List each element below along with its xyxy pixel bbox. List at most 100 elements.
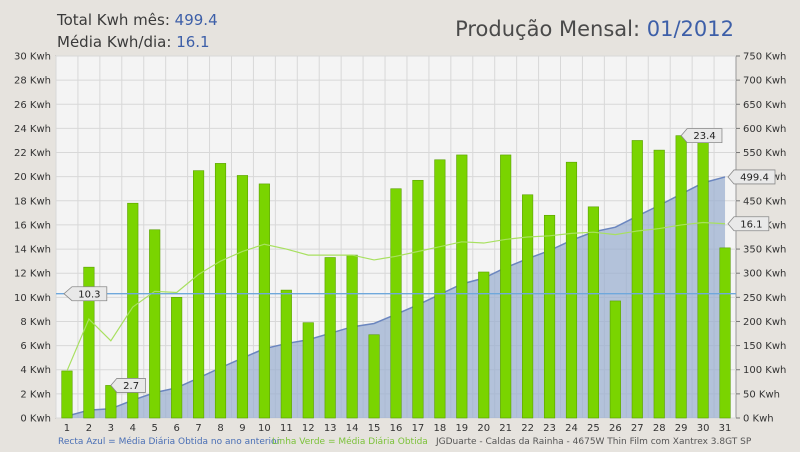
running-average-line — [66, 221, 726, 372]
x-tick-label: 12 — [302, 423, 315, 434]
bar — [171, 297, 183, 419]
y2-tick-label: 750 Kwh — [743, 52, 786, 63]
bar — [653, 149, 665, 419]
y2-tick-label: 550 Kwh — [743, 148, 786, 159]
x-tick-label: 24 — [565, 423, 578, 434]
x-tick-label: 3 — [108, 423, 114, 434]
data-label: 23.4 — [693, 131, 715, 142]
x-tick-label: 15 — [368, 423, 381, 434]
x-tick-label: 28 — [653, 423, 666, 434]
chart-title-label: Produção Mensal: — [455, 17, 641, 41]
y-tick-label: 24 Kwh — [14, 124, 51, 135]
bar — [631, 140, 643, 419]
cumulative-area — [66, 176, 726, 418]
x-tick-label: 22 — [521, 423, 534, 434]
y-tick-label: 12 Kwh — [14, 269, 51, 280]
x-tick-label: 23 — [543, 423, 556, 434]
y2-tick-label: 250 Kwh — [743, 293, 786, 304]
y-tick-label: 14 Kwh — [14, 245, 51, 256]
x-tick-label: 6 — [173, 423, 179, 434]
y2-tick-label: 100 Kwh — [743, 365, 786, 376]
data-label: 16.1 — [740, 219, 762, 230]
y-tick-label: 20 Kwh — [14, 172, 51, 183]
x-tick-label: 5 — [152, 423, 158, 434]
y2-tick-label: 0 Kwh — [743, 414, 774, 425]
y-tick-label: 6 Kwh — [20, 341, 51, 352]
x-tick-label: 19 — [455, 423, 468, 434]
bar — [587, 206, 599, 419]
data-label: 2.7 — [123, 381, 139, 392]
y-tick-label: 8 Kwh — [20, 317, 51, 328]
bar — [83, 266, 95, 419]
x-tick-label: 4 — [130, 423, 136, 434]
y2-tick-label: 650 Kwh — [743, 100, 786, 111]
y2-tick-label: 450 Kwh — [743, 196, 786, 207]
footer-blue-note: Recta Azul = Média Diária Obtida no ano … — [58, 436, 281, 447]
x-tick-label: 25 — [587, 423, 600, 434]
bar — [149, 229, 161, 419]
x-tick-label: 16 — [390, 423, 403, 434]
bar — [368, 334, 380, 419]
monthly-total: Total Kwh mês: 499.4 — [57, 11, 218, 29]
data-label-box — [63, 286, 108, 302]
x-tick-label: 13 — [324, 423, 337, 434]
x-tick-label: 2 — [86, 423, 92, 434]
bar — [412, 179, 424, 419]
bar — [236, 175, 249, 419]
bar — [456, 154, 468, 419]
bar — [302, 322, 314, 419]
y-tick-label: 16 Kwh — [14, 220, 51, 231]
bar — [543, 214, 556, 419]
bar — [565, 161, 578, 419]
footer-green-note: Linha Verde = Média Diária Obtida — [272, 436, 428, 447]
x-tick-label: 31 — [719, 423, 732, 434]
y-tick-label: 26 Kwh — [14, 100, 51, 111]
bar — [609, 300, 621, 419]
x-tick-label: 7 — [195, 423, 201, 434]
bar — [280, 289, 292, 419]
chart-title: Produção Mensal: 01/2012 — [455, 17, 734, 41]
x-tick-label: 8 — [217, 423, 223, 434]
bar — [478, 271, 490, 419]
data-label-box — [110, 378, 146, 393]
daily-average-label: Média Kwh/dia: — [57, 33, 172, 51]
x-tick-label: 30 — [697, 423, 710, 434]
footer-credit: JGDuarte - Caldas da Rainha - 4675W Thin… — [435, 437, 752, 447]
data-label-box — [680, 128, 723, 144]
y-tick-label: 18 Kwh — [14, 196, 51, 207]
y-tick-label: 0 Kwh — [20, 414, 51, 425]
bar — [500, 154, 512, 419]
y-tick-label: 28 Kwh — [14, 76, 51, 87]
x-tick-label: 18 — [434, 423, 447, 434]
monthly-total-value: 499.4 — [174, 11, 218, 29]
bar — [61, 370, 73, 419]
bar — [434, 159, 446, 419]
data-label-box — [727, 216, 770, 232]
x-tick-label: 29 — [675, 423, 688, 434]
bar — [324, 257, 336, 419]
bar — [719, 247, 731, 419]
y2-tick-label: 350 Kwh — [743, 245, 786, 256]
y2-tick-label: 200 Kwh — [743, 317, 786, 328]
x-tick-label: 10 — [258, 423, 271, 434]
bar — [697, 136, 709, 419]
bar — [258, 183, 270, 419]
x-tick-label: 21 — [499, 423, 512, 434]
x-tick-label: 20 — [477, 423, 490, 434]
y2-tick-label: 50 Kwh — [743, 389, 780, 400]
x-tick-label: 14 — [346, 423, 359, 434]
data-label: 10.3 — [78, 289, 100, 300]
chart-title-period: 01/2012 — [646, 17, 734, 41]
y-tick-label: 2 Kwh — [20, 389, 51, 400]
data-label-box — [727, 169, 776, 185]
y-tick-label: 4 Kwh — [20, 365, 51, 376]
monthly-total-label: Total Kwh mês: — [57, 11, 170, 29]
y2-tick-label: 600 Kwh — [743, 124, 786, 135]
bar — [522, 194, 534, 419]
bar — [127, 202, 139, 419]
data-label: 499.4 — [740, 173, 769, 184]
bar — [675, 135, 687, 419]
x-tick-label: 17 — [412, 423, 425, 434]
